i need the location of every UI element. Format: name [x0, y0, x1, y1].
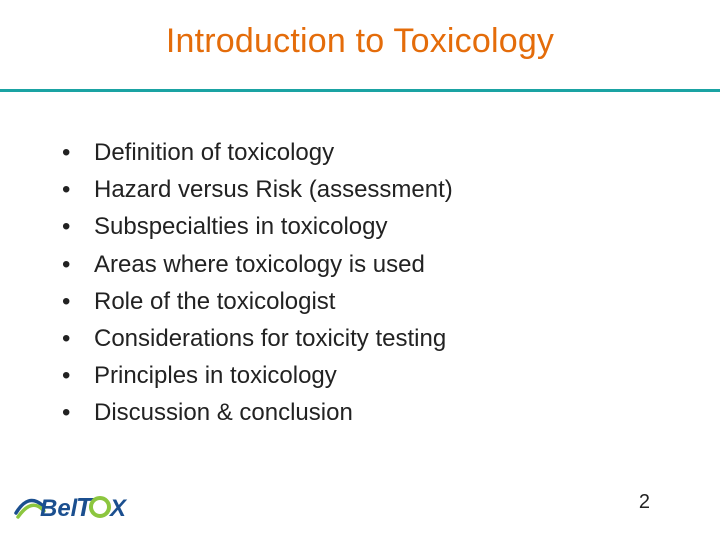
list-item: Definition of toxicology [58, 134, 662, 171]
list-item: Discussion & conclusion [58, 394, 662, 431]
list-item: Hazard versus Risk (assessment) [58, 171, 662, 208]
page-number: 2 [639, 491, 650, 514]
slide-title: Introduction to Toxicology [0, 0, 720, 89]
list-item: Subspecialties in toxicology [58, 208, 662, 245]
list-item: Role of the toxicologist [58, 283, 662, 320]
svg-text:X: X [108, 495, 128, 522]
list-item: Considerations for toxicity testing [58, 320, 662, 357]
slide: Introduction to Toxicology Definition of… [0, 0, 720, 540]
content-area: Definition of toxicology Hazard versus R… [0, 92, 720, 432]
svg-text:Bel: Bel [40, 495, 79, 522]
beltox-logo: Bel T X [14, 483, 134, 532]
list-item: Areas where toxicology is used [58, 246, 662, 283]
list-item: Principles in toxicology [58, 357, 662, 394]
bullet-list: Definition of toxicology Hazard versus R… [58, 134, 662, 432]
